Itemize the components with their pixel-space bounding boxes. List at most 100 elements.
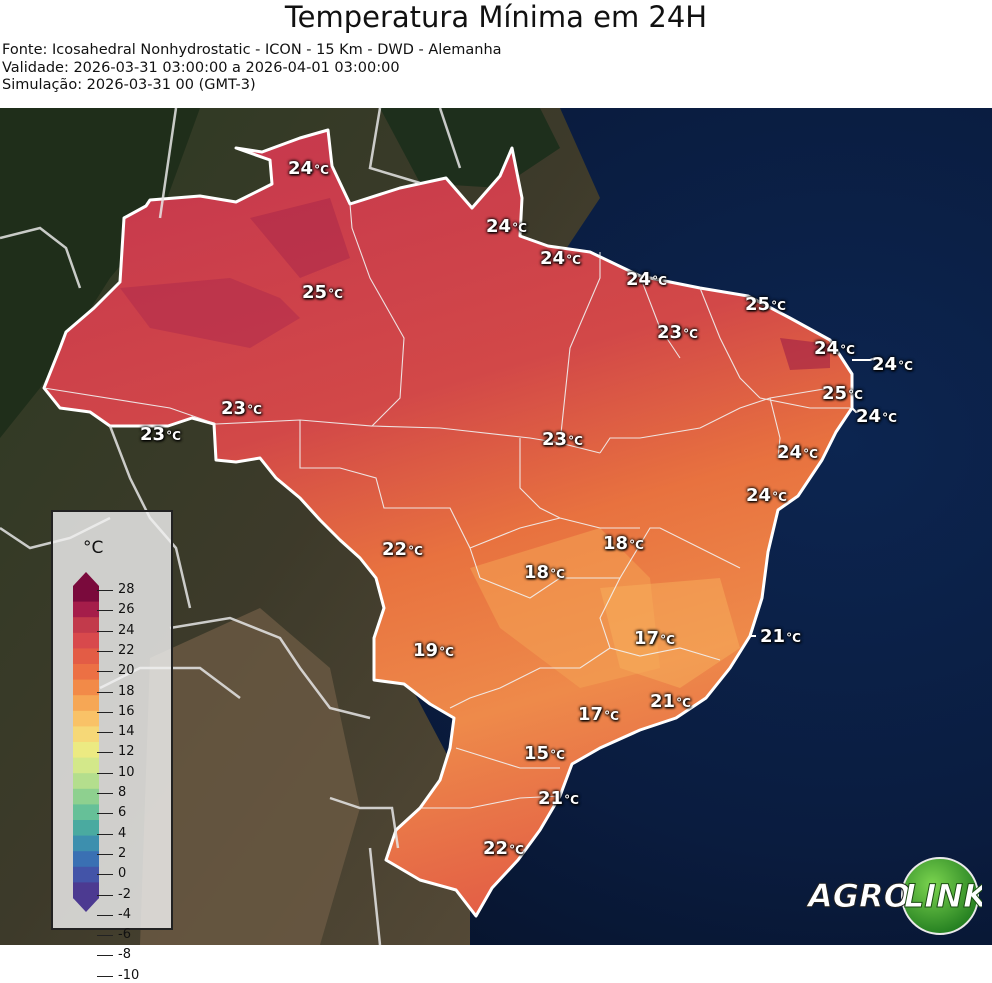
legend-tick-label: 24 <box>118 622 135 638</box>
legend-panel: °C 28 26 24 22 20 18 16 14 12 10 8 6 4 2 0 -2 -4 -6 -8 -10 <box>51 510 173 982</box>
legend-tick-mark <box>97 813 113 815</box>
city-temperature-label: 18°C <box>524 562 565 583</box>
scale-band <box>73 679 99 696</box>
scale-band <box>73 773 99 790</box>
agrolink-logo: AGRO LINK <box>806 857 982 935</box>
temperature-unit: °C <box>408 544 423 558</box>
scale-extend-bottom <box>73 898 99 912</box>
scale-band <box>73 695 99 712</box>
temperature-value: 19 <box>413 640 439 661</box>
temperature-unit: °C <box>247 403 262 417</box>
logo-text-agro: AGRO <box>806 877 911 915</box>
city-temperature-label: 18°C <box>603 533 644 554</box>
temperature-value: 21 <box>538 788 564 809</box>
temperature-value: 24 <box>856 406 882 427</box>
legend-tick-label: -8 <box>118 947 131 963</box>
temperature-value: 25 <box>745 294 771 315</box>
scale-band <box>73 788 99 805</box>
temperature-value: 24 <box>626 269 652 290</box>
temperature-unit: °C <box>604 709 619 723</box>
city-temperature-label: 24°C <box>777 442 818 463</box>
city-temperature-label: 21°C <box>760 626 801 647</box>
hot-zone-west <box>120 278 300 348</box>
city-temperature-label: 24°C <box>872 354 913 375</box>
scale-band <box>73 726 99 743</box>
coast-lines <box>750 357 877 637</box>
city-temperature-label: 23°C <box>221 398 262 419</box>
temperature-unit: °C <box>166 429 181 443</box>
legend-tick-label: -10 <box>118 967 140 983</box>
northwest-forest <box>0 108 200 438</box>
scale-band <box>73 820 99 837</box>
legend-unit-label: °C <box>83 538 104 558</box>
legend-tick-label: 28 <box>118 582 135 597</box>
city-temperature-label: 17°C <box>634 628 675 649</box>
scale-band <box>73 710 99 727</box>
scale-band <box>73 664 99 681</box>
temperature-unit: °C <box>803 447 818 461</box>
temperature-unit: °C <box>564 793 579 807</box>
temperature-value: 24 <box>288 158 314 179</box>
city-temperature-label: 24°C <box>288 158 329 179</box>
temperature-value: 21 <box>760 626 786 647</box>
temperature-unit: °C <box>786 631 801 645</box>
temperature-value: 24 <box>540 248 566 269</box>
temperature-unit: °C <box>898 359 913 373</box>
temperature-unit: °C <box>772 490 787 504</box>
state-borders <box>43 203 850 809</box>
temperature-value: 18 <box>524 562 550 583</box>
city-temperature-label: 24°C <box>746 485 787 506</box>
temperature-value: 24 <box>746 485 772 506</box>
temperature-unit: °C <box>848 388 863 402</box>
city-temperature-label: 15°C <box>524 743 565 764</box>
city-temperature-label: 23°C <box>657 322 698 343</box>
legend-tick-mark <box>97 935 113 937</box>
legend-tick-mark <box>97 671 113 673</box>
temperature-value: 25 <box>822 383 848 404</box>
temperature-unit: °C <box>676 696 691 710</box>
temperature-unit: °C <box>509 843 524 857</box>
legend-tick-mark <box>97 691 113 693</box>
legend-tick-mark <box>97 833 113 835</box>
legend-tick-label: 14 <box>118 724 135 740</box>
hot-zone-north <box>250 198 350 278</box>
legend-tick-mark <box>97 772 113 774</box>
scale-band <box>73 742 99 759</box>
legend-tick-label: 0 <box>118 866 127 882</box>
andes-region <box>140 608 360 945</box>
legend-tick-label: 6 <box>118 805 127 821</box>
city-temperature-label: 25°C <box>745 294 786 315</box>
legend-tick-mark <box>97 853 113 855</box>
legend-tick-label: 4 <box>118 825 127 841</box>
temperature-value: 21 <box>650 691 676 712</box>
simulation-line: Simulação: 2026-03-31 00 (GMT-3) <box>2 77 256 93</box>
temperature-value: 24 <box>872 354 898 375</box>
city-temperature-label: 24°C <box>540 248 581 269</box>
temperature-value: 24 <box>777 442 803 463</box>
temperature-unit: °C <box>314 163 329 177</box>
legend-tick-mark <box>97 610 113 612</box>
legend-tick-label: 20 <box>118 663 135 679</box>
legend-tick-label: 2 <box>118 845 127 861</box>
legend-tick-mark <box>97 874 113 876</box>
legend-tick-label: 16 <box>118 703 135 719</box>
city-temperature-label: 25°C <box>822 383 863 404</box>
scale-band <box>73 757 99 774</box>
city-temperature-label: 22°C <box>483 838 524 859</box>
city-temperature-label: 24°C <box>856 406 897 427</box>
legend-tick-label: 12 <box>118 744 135 760</box>
temperature-unit: °C <box>840 343 855 357</box>
temperature-value: 24 <box>814 338 840 359</box>
temperature-unit: °C <box>512 221 527 235</box>
legend-tick-label: 8 <box>118 785 127 800</box>
legend-tick-label: 26 <box>118 602 135 618</box>
scale-extend-top <box>73 572 99 586</box>
scale-band <box>73 804 99 821</box>
city-temperature-label: 24°C <box>814 338 855 359</box>
temperature-value: 17 <box>634 628 660 649</box>
legend-tick-label: 22 <box>118 642 135 658</box>
legend-tick-mark <box>97 975 113 977</box>
temperature-value: 25 <box>302 282 328 303</box>
legend-tick-mark <box>97 955 113 957</box>
legend-tick-mark <box>97 793 113 794</box>
